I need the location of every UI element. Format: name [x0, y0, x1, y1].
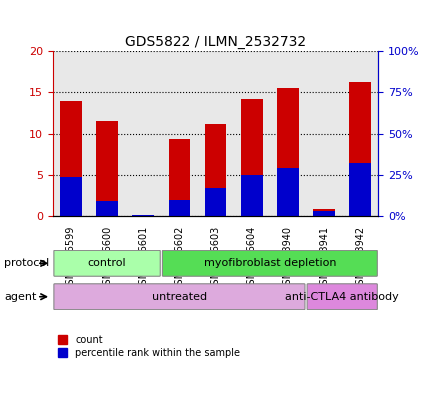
Bar	[169, 200, 190, 216]
Bar	[205, 188, 227, 216]
Text: untreated: untreated	[152, 292, 207, 302]
Bar	[96, 201, 118, 216]
Title: GDS5822 / ILMN_2532732: GDS5822 / ILMN_2532732	[125, 35, 306, 49]
Bar	[241, 175, 263, 216]
Bar	[277, 88, 299, 216]
Bar	[349, 82, 371, 216]
Bar	[241, 99, 263, 216]
Text: agent: agent	[4, 292, 37, 302]
Text: protocol: protocol	[4, 258, 50, 268]
Legend: count, percentile rank within the sample: count, percentile rank within the sample	[58, 335, 240, 358]
FancyBboxPatch shape	[54, 250, 160, 276]
Text: control: control	[88, 258, 126, 268]
FancyBboxPatch shape	[162, 250, 378, 276]
Bar	[132, 215, 154, 216]
Text: myofibroblast depletion: myofibroblast depletion	[204, 258, 336, 268]
Bar	[313, 209, 335, 216]
Bar	[349, 163, 371, 216]
Bar	[96, 121, 118, 216]
Text: anti-CTLA4 antibody: anti-CTLA4 antibody	[286, 292, 399, 302]
FancyBboxPatch shape	[54, 284, 305, 310]
Bar	[313, 211, 335, 216]
Bar	[205, 124, 227, 216]
Bar	[277, 168, 299, 216]
Bar	[60, 101, 82, 216]
Bar	[60, 176, 82, 216]
Bar	[169, 139, 190, 216]
FancyBboxPatch shape	[307, 284, 378, 310]
